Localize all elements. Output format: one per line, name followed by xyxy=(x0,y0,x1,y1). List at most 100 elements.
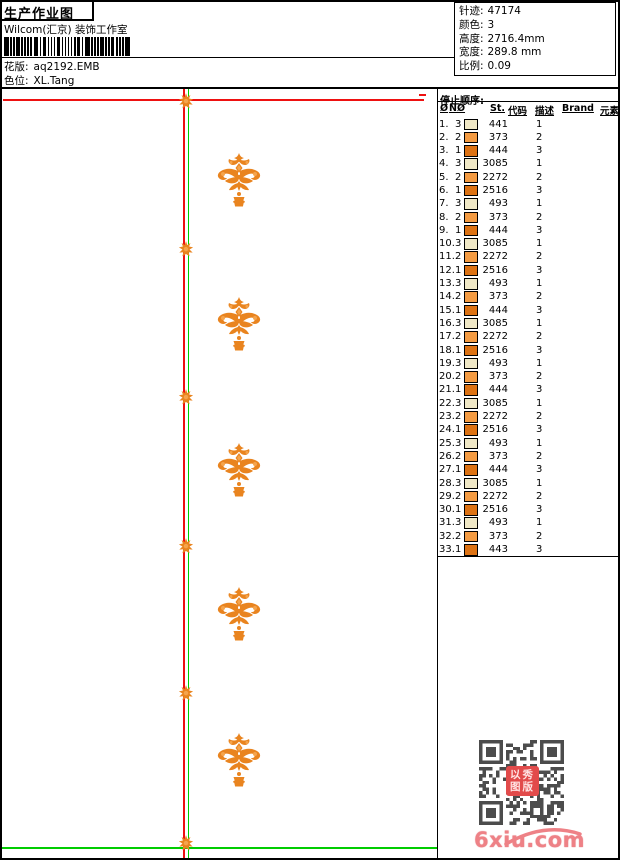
stitch-count: 493 xyxy=(488,437,508,449)
thread-color-swatch xyxy=(464,424,478,436)
stop-number: 23. xyxy=(439,411,455,423)
barcode-bar xyxy=(4,37,9,56)
stop-number: 10. xyxy=(439,238,455,250)
stop-number: 22. xyxy=(439,397,455,409)
color-code: 1 xyxy=(536,477,543,489)
column-header: 元素 xyxy=(600,105,620,117)
color-code: 3 xyxy=(536,464,543,476)
needle-number: 3 xyxy=(455,357,462,369)
stitch-count: 2516 xyxy=(482,264,508,276)
barcode-bar xyxy=(77,37,81,56)
design-info-box: 针迹: 47174 颜色: 3 高度: 2716.4mm 宽度: 289.8 mm 比例… xyxy=(454,2,616,76)
barcode-bar xyxy=(30,37,33,56)
stitch-count: 493 xyxy=(488,198,508,210)
damask-motif xyxy=(214,443,264,497)
table-row: 23. 2 2272 2 xyxy=(438,410,618,423)
table-row: 18. 1 2516 3 xyxy=(438,344,618,357)
stop-number: 16. xyxy=(439,317,455,329)
stitches-row: 针迹: 47174 xyxy=(459,5,521,17)
stop-number: 33. xyxy=(439,544,455,555)
column-header: 代码 xyxy=(508,105,528,117)
stop-number: 19. xyxy=(439,357,455,369)
needle-number: 1 xyxy=(455,264,462,276)
table-row: 13. 3 493 1 xyxy=(438,277,618,290)
table-row: 32. 2 373 2 xyxy=(438,530,618,543)
stitch-count: 493 xyxy=(488,517,508,529)
thread-color-swatch xyxy=(464,371,478,383)
table-row: 24. 1 2516 3 xyxy=(438,423,618,436)
barcode-bar xyxy=(67,37,70,56)
barcode-bar xyxy=(33,37,39,56)
small-starburst-motif xyxy=(178,389,194,407)
column-header: Brand xyxy=(562,102,594,114)
stop-number: 21. xyxy=(439,384,455,396)
green-horizontal-guide xyxy=(2,847,437,849)
needle-number: 3 xyxy=(455,517,462,529)
table-row: 28. 3 3085 1 xyxy=(438,477,618,490)
color-code: 1 xyxy=(536,397,543,409)
stop-number: 26. xyxy=(439,450,455,462)
width-row: 宽度: 289.8 mm xyxy=(459,46,542,59)
needle-number: 2 xyxy=(455,211,462,223)
green-vertical-guide xyxy=(187,89,189,858)
stitch-count: 373 xyxy=(488,530,508,542)
watermark: 6xiu.com xyxy=(472,822,585,858)
stop-sequence-table: 1. 3 441 1 2. 2 373 2 3. 1 444 3 4. 3 3085 1 5. 2 2272 2 6. 1… xyxy=(438,118,618,558)
stitch-count: 3085 xyxy=(482,477,508,489)
pattern-label: 花版: xyxy=(4,61,29,73)
small-starburst-motif xyxy=(178,538,194,556)
stop-number: 28. xyxy=(439,477,455,489)
color-code: 2 xyxy=(536,411,543,423)
needle-number: 2 xyxy=(455,291,462,303)
stitch-count: 2272 xyxy=(482,171,508,183)
stop-number: 27. xyxy=(439,464,455,476)
table-row: 22. 3 3085 1 xyxy=(438,397,618,410)
barcode-bar xyxy=(53,37,56,56)
stitch-count: 373 xyxy=(488,450,508,462)
table-row: 2. 2 373 2 xyxy=(438,131,618,144)
needle-number: 1 xyxy=(455,224,462,236)
barcode-bar xyxy=(13,37,15,56)
barcode-bar xyxy=(73,37,76,56)
stitch-count: 493 xyxy=(488,278,508,290)
damask-motif xyxy=(214,587,264,641)
needle-number: 1 xyxy=(455,544,462,555)
table-row: 21. 1 444 3 xyxy=(438,383,618,396)
stitch-count: 2516 xyxy=(482,504,508,516)
red-vertical-guide xyxy=(183,89,185,858)
thread-color-swatch xyxy=(464,145,478,157)
thread-color-swatch xyxy=(464,344,478,357)
thread-color-swatch xyxy=(464,544,478,556)
barcode-bar xyxy=(97,37,99,56)
needle-number: 2 xyxy=(455,411,462,423)
stitch-count: 373 xyxy=(488,211,508,223)
stitch-count: 373 xyxy=(488,131,508,143)
thread-color-swatch xyxy=(464,278,478,290)
title-box: 生产作业图 xyxy=(2,2,94,22)
colorway-field: 色位: XL.Tang xyxy=(4,73,74,88)
barcode-bar xyxy=(119,37,121,56)
stop-number: 18. xyxy=(439,344,455,356)
thread-color-swatch xyxy=(464,411,478,423)
color-code: 1 xyxy=(536,198,543,210)
table-row: 15. 1 444 3 xyxy=(438,304,618,317)
color-code: 1 xyxy=(536,317,543,329)
table-row: 20. 2 373 2 xyxy=(438,370,618,383)
needle-number: 1 xyxy=(455,384,462,396)
table-row: 14. 2 373 2 xyxy=(438,290,618,303)
thread-color-swatch xyxy=(464,384,478,396)
damask-motif xyxy=(214,297,264,351)
panel-title-row: 停止顺序: xyxy=(438,89,618,107)
table-row: 5. 2 2272 2 xyxy=(438,171,618,184)
color-code: 1 xyxy=(536,158,543,170)
thread-color-swatch xyxy=(464,291,478,303)
small-starburst-motif xyxy=(178,93,194,111)
stop-number: 4. xyxy=(439,158,449,170)
color-code: 2 xyxy=(536,530,543,542)
thread-color-swatch xyxy=(464,171,478,184)
damask-motif xyxy=(214,153,264,207)
stitch-count: 444 xyxy=(488,384,508,396)
stop-number: 29. xyxy=(439,490,455,502)
thread-color-swatch xyxy=(464,490,478,503)
color-code: 3 xyxy=(536,224,543,236)
